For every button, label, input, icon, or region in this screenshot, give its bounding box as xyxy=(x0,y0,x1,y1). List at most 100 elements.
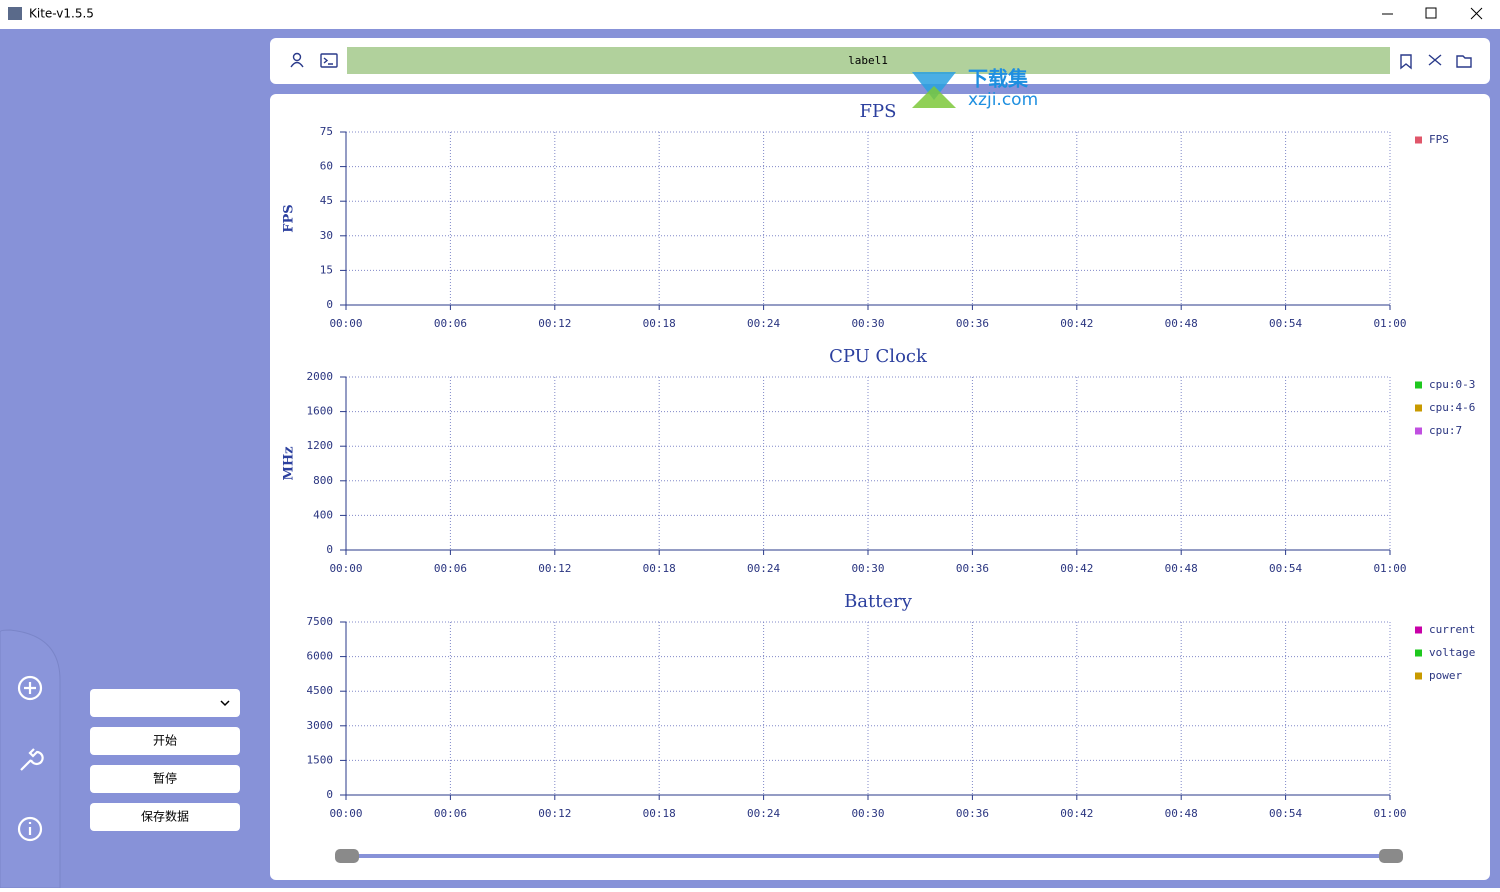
info-icon[interactable] xyxy=(17,816,43,842)
chart-panel xyxy=(270,94,1490,880)
x-tick-label: 00:36 xyxy=(956,562,989,575)
y-tick-label: 6000 xyxy=(307,650,334,663)
x-tick-label: 00:00 xyxy=(329,562,362,575)
legend-label[interactable]: current xyxy=(1429,623,1475,636)
y-tick-label: 60 xyxy=(320,160,333,173)
x-tick-label: 00:00 xyxy=(329,317,362,330)
label-text: label1 xyxy=(848,54,888,67)
x-tick-label: 00:30 xyxy=(851,317,884,330)
title-bar xyxy=(0,0,1500,29)
x-tick-label: 00:24 xyxy=(747,317,780,330)
bookmark-icon[interactable] xyxy=(1400,54,1412,70)
x-tick-label: 00:42 xyxy=(1060,317,1093,330)
x-tick-label: 00:48 xyxy=(1165,807,1198,820)
button[interactable] xyxy=(90,803,240,831)
device-select[interactable] xyxy=(90,689,240,717)
x-tick-label: 00:54 xyxy=(1269,562,1302,575)
x-tick-label: 00:18 xyxy=(643,317,676,330)
y-axis-label: FPS xyxy=(282,204,297,232)
watermark-url: xzji.com xyxy=(968,90,1038,110)
x-tick-label: 00:12 xyxy=(538,562,571,575)
y-tick-label: 800 xyxy=(313,474,333,487)
x-tick-label: 00:06 xyxy=(434,807,467,820)
slider-handle[interactable] xyxy=(335,849,359,863)
y-tick-label: 15 xyxy=(320,263,333,276)
y-tick-label: 45 xyxy=(320,194,333,207)
dropdown-arrow xyxy=(220,700,230,707)
app-icon xyxy=(8,7,22,20)
y-tick-label: 2000 xyxy=(307,370,334,383)
x-tick-label: 00:18 xyxy=(643,807,676,820)
legend-swatch xyxy=(1415,649,1422,657)
y-tick-label: 400 xyxy=(313,508,333,521)
x-tick-label: 00:54 xyxy=(1269,317,1302,330)
y-tick-label: 0 xyxy=(326,298,333,311)
add-icon[interactable] xyxy=(17,675,43,701)
y-tick-label: 30 xyxy=(320,229,333,242)
x-tick-label: 01:00 xyxy=(1373,317,1406,330)
button[interactable] xyxy=(90,765,240,793)
settings-icon[interactable] xyxy=(20,748,44,771)
cut-icon[interactable] xyxy=(1428,54,1442,66)
x-tick-label: 00:30 xyxy=(851,807,884,820)
legend-label[interactable]: FPS xyxy=(1429,133,1449,146)
close[interactable] xyxy=(1470,7,1483,20)
button-label: 暂停 xyxy=(153,771,177,786)
chart-title: CPU Clock xyxy=(829,346,928,367)
x-tick-label: 00:24 xyxy=(747,807,780,820)
x-tick-label: 00:18 xyxy=(643,562,676,575)
side-panel xyxy=(0,629,61,889)
x-tick-label: 00:00 xyxy=(329,807,362,820)
watermark-title: 下载集 xyxy=(968,67,1029,91)
x-tick-label: 00:24 xyxy=(747,562,780,575)
y-tick-label: 75 xyxy=(320,125,333,138)
legend-swatch xyxy=(1415,136,1422,144)
folder-icon[interactable] xyxy=(1456,55,1472,68)
y-axis-label: MHz xyxy=(282,446,297,480)
legend-swatch xyxy=(1415,427,1422,435)
x-tick-label: 00:36 xyxy=(956,317,989,330)
label-bar xyxy=(347,47,1390,74)
legend-swatch xyxy=(1415,626,1422,634)
legend-label[interactable]: power xyxy=(1429,669,1462,682)
legend-swatch xyxy=(1415,672,1422,680)
maximize[interactable] xyxy=(1425,7,1437,19)
y-tick-label: 1200 xyxy=(307,439,334,452)
x-tick-label: 00:12 xyxy=(538,807,571,820)
chart-title: Battery xyxy=(844,591,913,612)
y-tick-label: 0 xyxy=(326,543,333,556)
legend-label[interactable]: cpu:4-6 xyxy=(1429,401,1475,414)
user-icon[interactable] xyxy=(290,52,304,68)
legend-label[interactable]: voltage xyxy=(1429,646,1475,659)
x-tick-label: 00:06 xyxy=(434,562,467,575)
chart-title: FPS xyxy=(860,101,897,122)
y-tick-label: 4500 xyxy=(307,684,334,697)
x-tick-label: 00:42 xyxy=(1060,562,1093,575)
y-tick-label: 3000 xyxy=(307,719,334,732)
x-tick-label: 00:06 xyxy=(434,317,467,330)
y-tick-label: 1600 xyxy=(307,405,334,418)
button-label: 保存数据 xyxy=(141,809,189,824)
terminal-icon[interactable] xyxy=(320,53,338,68)
legend-swatch xyxy=(1415,381,1422,389)
y-tick-label: 7500 xyxy=(307,615,334,628)
x-tick-label: 00:30 xyxy=(851,562,884,575)
legend-label[interactable]: cpu:7 xyxy=(1429,424,1462,437)
y-tick-label: 0 xyxy=(326,788,333,801)
legend-swatch xyxy=(1415,404,1422,412)
x-tick-label: 00:12 xyxy=(538,317,571,330)
window-title: Kite-v1.5.5 xyxy=(29,7,94,21)
legend-label[interactable]: cpu:0-3 xyxy=(1429,378,1475,391)
watermark-logo xyxy=(912,86,956,108)
x-tick-label: 01:00 xyxy=(1373,807,1406,820)
x-tick-label: 00:36 xyxy=(956,807,989,820)
button[interactable] xyxy=(90,727,240,755)
slider-handle[interactable] xyxy=(1379,849,1403,863)
x-tick-label: 00:48 xyxy=(1165,562,1198,575)
x-tick-label: 00:42 xyxy=(1060,807,1093,820)
x-tick-label: 00:48 xyxy=(1165,317,1198,330)
button-label: 开始 xyxy=(153,734,177,748)
y-tick-label: 1500 xyxy=(307,753,334,766)
